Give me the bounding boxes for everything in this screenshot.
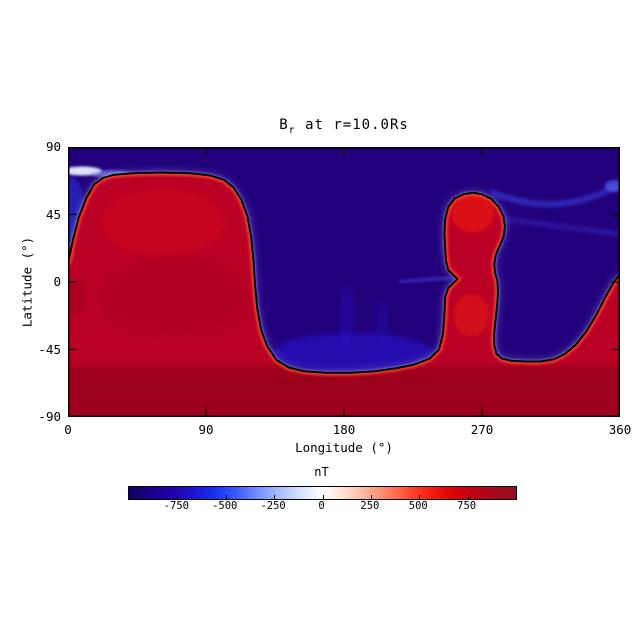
lower-column-core	[452, 294, 490, 336]
upper-right-streak	[489, 183, 619, 208]
x-tick-label: 90	[198, 422, 214, 437]
x-tick-label: 360	[608, 422, 632, 437]
colorbar-tick-label: -750	[163, 500, 190, 512]
colorbar-tick	[370, 495, 372, 499]
colorbar-tick-label: 0	[318, 500, 325, 512]
plot-title: Br at r=10.0Rs	[68, 117, 620, 136]
colorbar-tick	[467, 495, 469, 499]
right-streak-2	[501, 216, 620, 237]
colorbar-tick-label: -500	[212, 500, 238, 512]
x-axis-label: Longitude (°)	[295, 440, 393, 455]
x-tick-label: 180	[332, 422, 356, 437]
left-edge-dark-patch	[68, 279, 87, 315]
basin-streak-1	[339, 285, 355, 345]
axes-frame-svg	[68, 147, 620, 417]
colorbar-title: nT	[314, 465, 329, 479]
left-lobe-bright	[101, 189, 225, 255]
colorbar-tick	[322, 495, 324, 499]
y-tick-label: 90	[45, 139, 61, 154]
left-lobe-dark	[101, 258, 249, 336]
colorbar-tick	[274, 495, 276, 499]
waist-streak	[398, 275, 452, 285]
y-tick-label: 0	[53, 274, 61, 289]
colorbar-tick	[177, 495, 179, 499]
colorbar-tick-label: -250	[260, 500, 286, 512]
plot-frame	[68, 147, 620, 417]
upper-column-core	[451, 193, 495, 233]
x-tick-label: 270	[470, 422, 494, 437]
y-tick-label: -90	[38, 409, 61, 424]
colorbar-tick	[419, 495, 421, 499]
x-tick-label: 0	[64, 422, 72, 437]
title-base: B	[279, 117, 289, 133]
title-rest: at r=10.0Rs	[295, 117, 409, 133]
neutral-line-contour	[68, 171, 620, 374]
colorbar-tick-label: 250	[360, 500, 380, 512]
colorbar	[128, 486, 517, 500]
bright-blue-pool	[273, 333, 433, 372]
y-tick-label: 45	[45, 206, 61, 222]
title-subscript: r	[288, 124, 296, 136]
axis-ticks	[68, 147, 620, 417]
basin-streak-2	[376, 300, 389, 348]
y-tick-label: -45	[38, 341, 61, 357]
colorbar-tick	[225, 495, 227, 499]
plot-area	[68, 147, 620, 417]
colorbar-tick-label: 750	[457, 500, 477, 512]
colorbar-tick-label: 500	[408, 500, 428, 512]
field-map-svg	[68, 147, 620, 417]
right-edge-bright-spot	[604, 180, 620, 192]
